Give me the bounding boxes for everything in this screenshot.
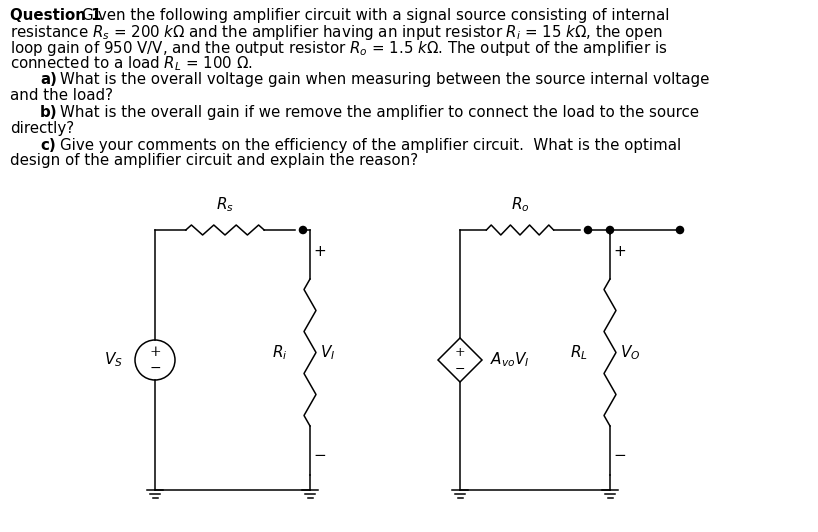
Text: $R_o$: $R_o$ <box>510 195 529 214</box>
Text: $V_O$: $V_O$ <box>620 343 640 362</box>
Text: a): a) <box>40 72 57 87</box>
Text: c): c) <box>40 138 56 153</box>
Text: design of the amplifier circuit and explain the reason?: design of the amplifier circuit and expl… <box>10 154 418 169</box>
Circle shape <box>606 227 614 234</box>
Circle shape <box>676 227 684 234</box>
Text: loop gain of 950 V/V, and the output resistor $R_o$ = 1.5 $k\Omega$. The output : loop gain of 950 V/V, and the output res… <box>10 39 667 58</box>
Text: $A_{vo}V_I$: $A_{vo}V_I$ <box>490 351 530 369</box>
Text: −: − <box>313 447 326 462</box>
Text: b): b) <box>40 105 57 120</box>
Text: What is the overall voltage gain when measuring between the source internal volt: What is the overall voltage gain when me… <box>60 72 709 87</box>
Circle shape <box>299 227 307 234</box>
Text: −: − <box>614 447 627 462</box>
Text: $R_s$: $R_s$ <box>216 195 234 214</box>
Text: −: − <box>149 361 161 375</box>
Text: and the load?: and the load? <box>10 87 113 103</box>
Text: +: + <box>455 346 465 359</box>
Text: +: + <box>149 345 161 360</box>
Circle shape <box>585 227 591 234</box>
Text: Give your comments on the efficiency of the amplifier circuit.  What is the opti: Give your comments on the efficiency of … <box>60 138 681 153</box>
Text: What is the overall gain if we remove the amplifier to connect the load to the s: What is the overall gain if we remove th… <box>60 105 699 120</box>
Text: connected to a load $R_L$ = 100 $\Omega$.: connected to a load $R_L$ = 100 $\Omega$… <box>10 54 253 73</box>
Text: $R_i$: $R_i$ <box>272 343 288 362</box>
Text: $V_S$: $V_S$ <box>104 351 123 369</box>
Text: Question 1: Question 1 <box>10 8 101 23</box>
Text: Given the following amplifier circuit with a signal source consisting of interna: Given the following amplifier circuit wi… <box>82 8 669 23</box>
Text: +: + <box>614 245 627 260</box>
Text: $V_I$: $V_I$ <box>320 343 335 362</box>
Text: directly?: directly? <box>10 121 74 136</box>
Text: resistance $R_s$ = 200 $k\Omega$ and the amplifier having an input resistor $R_i: resistance $R_s$ = 200 $k\Omega$ and the… <box>10 23 663 43</box>
Text: −: − <box>455 363 465 376</box>
Text: +: + <box>313 245 326 260</box>
Text: $R_L$: $R_L$ <box>570 343 588 362</box>
